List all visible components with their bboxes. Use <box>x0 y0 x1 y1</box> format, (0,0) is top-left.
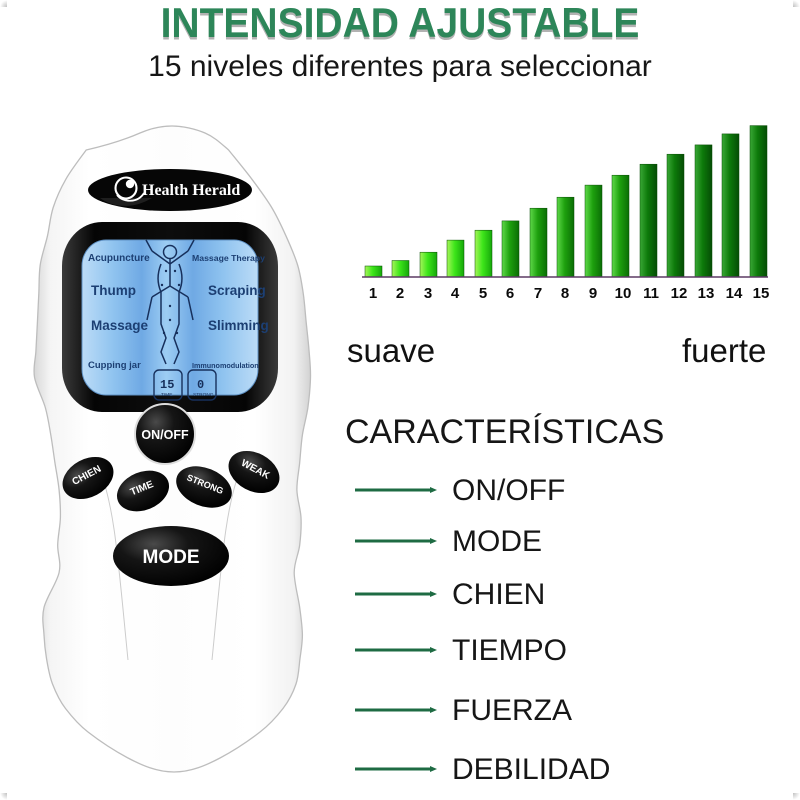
svg-text:Acupuncture: Acupuncture <box>88 253 150 264</box>
svg-text:15: 15 <box>160 378 174 392</box>
svg-text:Immunomodulation: Immunomodulation <box>192 361 259 370</box>
svg-text:TIME: TIME <box>161 392 172 398</box>
svg-text:Massage Therapy: Massage Therapy <box>192 253 265 263</box>
svg-text:Scraping: Scraping <box>208 283 266 298</box>
svg-text:MODE: MODE <box>143 547 200 568</box>
svg-text:Slimming: Slimming <box>208 318 269 333</box>
svg-text:Cupping jar: Cupping jar <box>88 360 141 371</box>
svg-text:Health Herald: Health Herald <box>142 182 240 199</box>
svg-text:Massage: Massage <box>91 318 149 333</box>
svg-text:0: 0 <box>197 378 204 392</box>
svg-text:STRONG: STRONG <box>193 392 214 398</box>
svg-text:Thump: Thump <box>91 283 136 298</box>
svg-text:ON/OFF: ON/OFF <box>141 428 189 442</box>
